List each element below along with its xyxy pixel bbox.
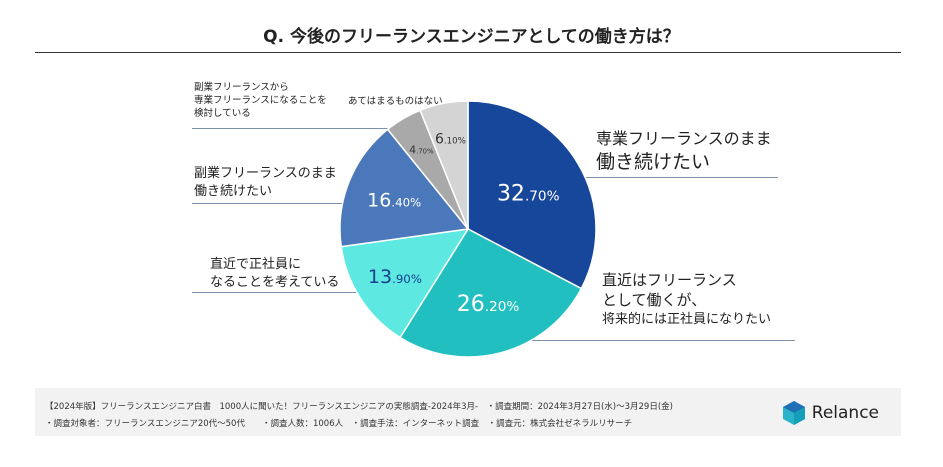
label-s2: 直近はフリーランス として働くが、 将来的には正社員になりたい <box>602 271 772 327</box>
relance-logo: Relance <box>782 400 879 426</box>
pie-slice <box>467 100 597 290</box>
leader-line <box>192 292 357 293</box>
footer-line-2: ・調査対象者：フリーランスエンジニア20代～50代 ・調査人数：1006人 ・調… <box>45 419 633 429</box>
pie-slice <box>399 228 583 358</box>
leader-line <box>530 340 795 341</box>
data-label: 26.20% <box>457 292 520 317</box>
pie-slice <box>419 100 469 230</box>
label-s3: 直近で正社員に なることを考えている <box>210 257 340 290</box>
leader-line <box>192 128 412 129</box>
label-s6: あてはまるものはない <box>348 96 443 107</box>
title-divider <box>35 52 901 53</box>
relance-logo-icon <box>782 401 805 425</box>
leader-line <box>192 203 352 204</box>
pie-slice <box>339 128 470 248</box>
footer: 【2024年版】フリーランスエンジニア白書 1000人に聞いた！フリーランスエン… <box>35 388 901 436</box>
data-label: 4.70% <box>409 143 434 156</box>
label-s1: 専業フリーランスのまま 働き続けたい <box>596 129 772 173</box>
logo-text: Relance <box>811 403 879 423</box>
label-s5: 副業フリーランスから 専業フリーランスになることを 検討している <box>194 82 327 119</box>
pie-slice <box>340 228 470 339</box>
data-label: 13.90% <box>368 266 422 288</box>
label-s4: 副業フリーランスのまま 働き続けたい <box>194 166 337 199</box>
footer-line-1: 【2024年版】フリーランスエンジニア白書 1000人に聞いた！フリーランスエン… <box>45 402 673 412</box>
data-label: 6.10% <box>435 131 466 147</box>
leader-line <box>520 177 778 178</box>
data-label: 16.40% <box>367 189 421 211</box>
page-title: Q. 今後のフリーランスエンジニアとしての働き方は？ <box>263 27 680 47</box>
data-label: 32.70% <box>497 181 560 206</box>
